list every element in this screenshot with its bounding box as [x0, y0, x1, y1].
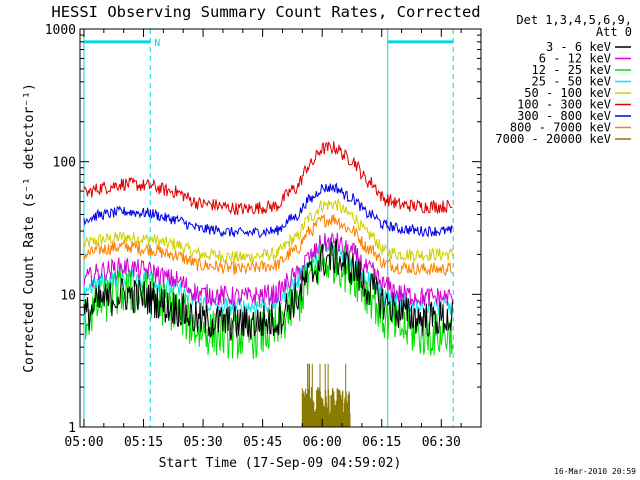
series-group: [83, 141, 454, 427]
night-label: N: [154, 38, 160, 49]
series-line-0: [83, 239, 454, 341]
legend-label-5: 100 - 300 keV: [517, 98, 611, 112]
x-axis-label: Start Time (17-Sep-09 04:59:02): [159, 456, 402, 471]
plot-frame: [79, 28, 482, 428]
legend-label-0: 3 - 6 keV: [546, 40, 611, 54]
legend-label-8: 7000 - 20000 keV: [495, 132, 611, 146]
legend-label-1: 6 - 12 keV: [539, 52, 611, 66]
series-line-2: [83, 237, 454, 360]
x-tick-label-3: 05:45: [243, 435, 282, 450]
series-line-8: [301, 363, 351, 427]
x-tick-label-1: 05:15: [124, 435, 163, 450]
chart-title: HESSI Observing Summary Count Rates, Cor…: [51, 3, 480, 21]
y-axis-label: Corrected Count Rate (s⁻¹ detector⁻¹): [22, 83, 37, 373]
legend-label-3: 25 - 50 keV: [532, 75, 611, 89]
series-line-7: [83, 213, 453, 277]
x-tick-label-5: 06:15: [362, 435, 401, 450]
x-tick-label-6: 06:30: [422, 435, 461, 450]
legend-header-line-1: Det 1,3,4,5,6,9,: [516, 13, 632, 27]
x-tick-label-4: 06:00: [303, 435, 342, 450]
timestamp: 16-Mar-2010 20:59: [554, 467, 636, 476]
legend-label-7: 800 - 7000 keV: [510, 121, 611, 135]
legend-label-4: 50 - 100 keV: [524, 86, 611, 100]
series-line-4: [83, 198, 454, 265]
x-tick-label-2: 05:30: [184, 435, 223, 450]
y-tick-label-2: 100: [53, 156, 76, 171]
legend-label-2: 12 - 25 keV: [532, 63, 611, 77]
series-line-6: [83, 182, 454, 238]
series-line-5: [83, 141, 453, 216]
legend-header-line-2: Att 0: [596, 25, 632, 39]
night-markers: N: [83, 29, 454, 427]
series-line-1: [83, 232, 454, 308]
y-tick-label-1: 10: [60, 288, 76, 303]
axis-ticks: 05:00 05:15 05:30 05:45 06:00 06:15 06:30 1 10 10…: [45, 23, 481, 450]
y-tick-label-3: 1000: [45, 23, 76, 38]
y-tick-label-0: 1: [68, 421, 76, 436]
x-tick-label-0: 05:00: [64, 435, 103, 450]
legend-label-6: 300 - 800 keV: [517, 109, 611, 123]
